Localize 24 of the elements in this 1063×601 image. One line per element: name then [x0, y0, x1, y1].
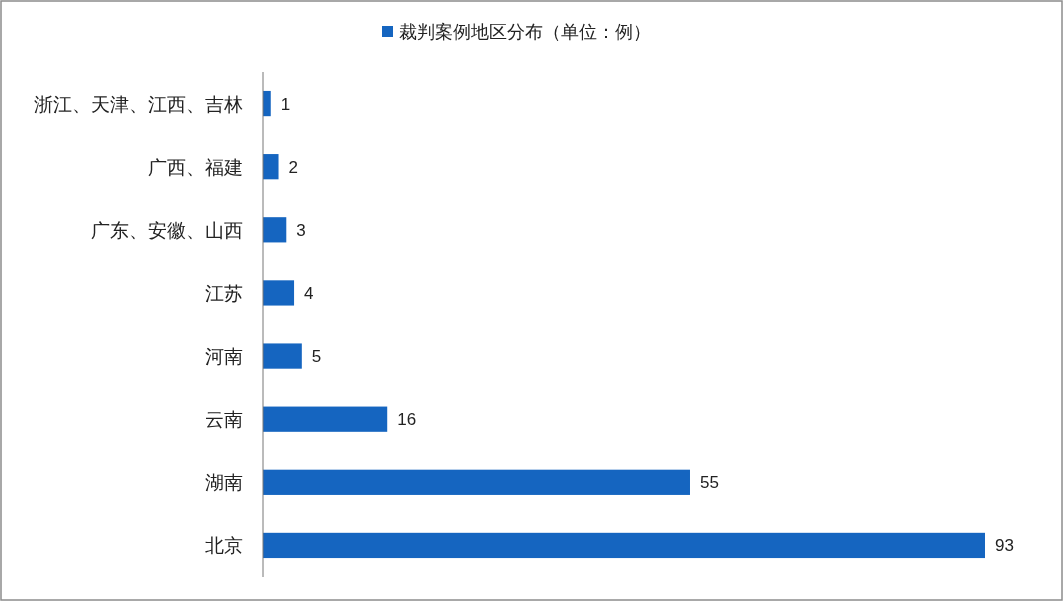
bar	[263, 343, 302, 369]
y-tick-label: 江苏	[205, 282, 243, 304]
y-tick-label: 河南	[205, 346, 243, 368]
data-label: 5	[311, 347, 322, 367]
bar	[263, 532, 985, 559]
data-label: 1	[280, 94, 291, 114]
legend-label: 裁判案例地区分布（单位：例）	[399, 22, 651, 42]
bar	[263, 406, 388, 432]
y-tick-label: 北京	[205, 535, 243, 557]
y-tick-label: 浙江、天津、江西、吉林	[34, 93, 243, 115]
data-label: 2	[288, 157, 298, 177]
y-tick-label: 湖南	[205, 472, 243, 494]
data-label: 16	[397, 410, 417, 430]
bar	[263, 217, 287, 243]
data-label: 3	[296, 220, 306, 240]
bar	[263, 469, 690, 495]
data-label: 93	[995, 536, 1014, 556]
bar	[263, 154, 279, 180]
data-label: 55	[699, 473, 719, 493]
bar	[263, 280, 295, 306]
y-tick-label: 广西、福建	[148, 156, 243, 178]
y-tick-label: 广东、安徽、山西	[91, 219, 243, 241]
data-label: 4	[304, 283, 314, 303]
y-tick-label: 云南	[205, 409, 243, 431]
